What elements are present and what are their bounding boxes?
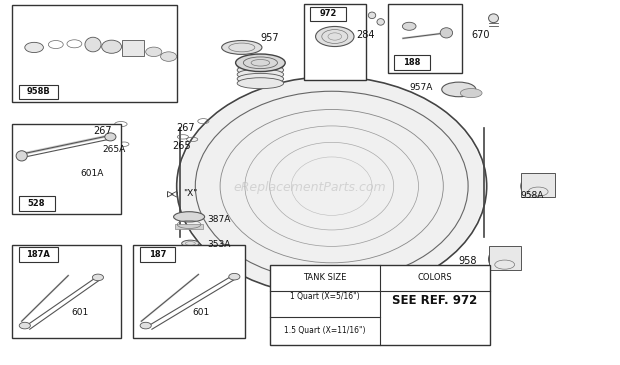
Text: 1.5 Quart (X=11/16"): 1.5 Quart (X=11/16") bbox=[284, 326, 365, 335]
Ellipse shape bbox=[237, 69, 283, 80]
Text: 601: 601 bbox=[192, 308, 210, 316]
Text: 387A: 387A bbox=[208, 215, 231, 223]
Bar bbox=[489, 246, 521, 270]
Bar bbox=[394, 55, 430, 70]
Bar bbox=[19, 247, 58, 262]
Ellipse shape bbox=[229, 273, 240, 280]
Text: 957: 957 bbox=[260, 33, 279, 43]
Text: 1 Quart (X=5/16"): 1 Quart (X=5/16") bbox=[290, 292, 360, 301]
Ellipse shape bbox=[16, 151, 27, 161]
Text: 265: 265 bbox=[172, 141, 191, 151]
Text: 972: 972 bbox=[319, 9, 337, 18]
Bar bbox=[270, 265, 490, 345]
Ellipse shape bbox=[402, 22, 416, 30]
Bar bbox=[388, 4, 462, 73]
Ellipse shape bbox=[174, 212, 205, 222]
Text: 958A: 958A bbox=[521, 191, 544, 200]
Bar bbox=[19, 196, 55, 211]
Ellipse shape bbox=[237, 65, 283, 76]
Ellipse shape bbox=[140, 322, 151, 329]
Bar bbox=[122, 40, 144, 56]
Ellipse shape bbox=[146, 47, 162, 57]
Ellipse shape bbox=[237, 73, 283, 84]
Ellipse shape bbox=[441, 82, 476, 97]
Bar bbox=[521, 173, 555, 197]
Ellipse shape bbox=[236, 54, 285, 72]
Text: 670: 670 bbox=[471, 30, 490, 40]
Ellipse shape bbox=[102, 40, 122, 53]
Ellipse shape bbox=[92, 274, 104, 281]
Ellipse shape bbox=[237, 78, 283, 89]
Ellipse shape bbox=[368, 12, 376, 19]
Ellipse shape bbox=[440, 28, 453, 38]
Ellipse shape bbox=[179, 78, 485, 295]
Ellipse shape bbox=[489, 248, 513, 270]
Text: "X": "X" bbox=[183, 189, 197, 198]
Text: 265A: 265A bbox=[102, 145, 125, 154]
Ellipse shape bbox=[489, 14, 498, 23]
Bar bbox=[133, 245, 245, 338]
Bar bbox=[12, 245, 121, 338]
Text: COLORS: COLORS bbox=[417, 273, 452, 283]
Text: 601: 601 bbox=[71, 308, 89, 316]
Ellipse shape bbox=[19, 322, 30, 329]
Bar bbox=[19, 85, 58, 99]
Text: 958: 958 bbox=[459, 256, 477, 266]
Text: 958B: 958B bbox=[27, 88, 50, 96]
Text: 187A: 187A bbox=[27, 250, 50, 259]
Ellipse shape bbox=[521, 175, 546, 197]
Text: 267: 267 bbox=[93, 126, 112, 137]
Text: 284: 284 bbox=[356, 30, 375, 40]
Ellipse shape bbox=[25, 42, 43, 53]
Text: SEE REF. 972: SEE REF. 972 bbox=[392, 294, 477, 307]
Text: TANK SIZE: TANK SIZE bbox=[303, 273, 347, 283]
Bar bbox=[12, 124, 121, 214]
Bar bbox=[310, 7, 346, 21]
Bar bbox=[304, 4, 366, 80]
Text: 528: 528 bbox=[28, 199, 45, 208]
Text: 601A: 601A bbox=[81, 169, 104, 178]
Text: eReplacementParts.com: eReplacementParts.com bbox=[234, 181, 386, 195]
Text: 957A: 957A bbox=[409, 83, 433, 92]
Ellipse shape bbox=[182, 240, 199, 247]
Ellipse shape bbox=[377, 19, 384, 25]
Bar bbox=[175, 224, 203, 229]
Text: 188: 188 bbox=[403, 58, 420, 67]
Ellipse shape bbox=[85, 37, 101, 52]
Ellipse shape bbox=[161, 52, 177, 61]
Ellipse shape bbox=[237, 60, 283, 71]
Ellipse shape bbox=[316, 26, 354, 47]
Bar bbox=[12, 5, 177, 102]
Bar bbox=[140, 247, 175, 262]
Text: 353A: 353A bbox=[208, 240, 231, 249]
Text: 187: 187 bbox=[149, 250, 166, 259]
Ellipse shape bbox=[222, 41, 262, 54]
Ellipse shape bbox=[105, 133, 116, 141]
Text: 267: 267 bbox=[177, 123, 195, 133]
Ellipse shape bbox=[460, 88, 482, 98]
